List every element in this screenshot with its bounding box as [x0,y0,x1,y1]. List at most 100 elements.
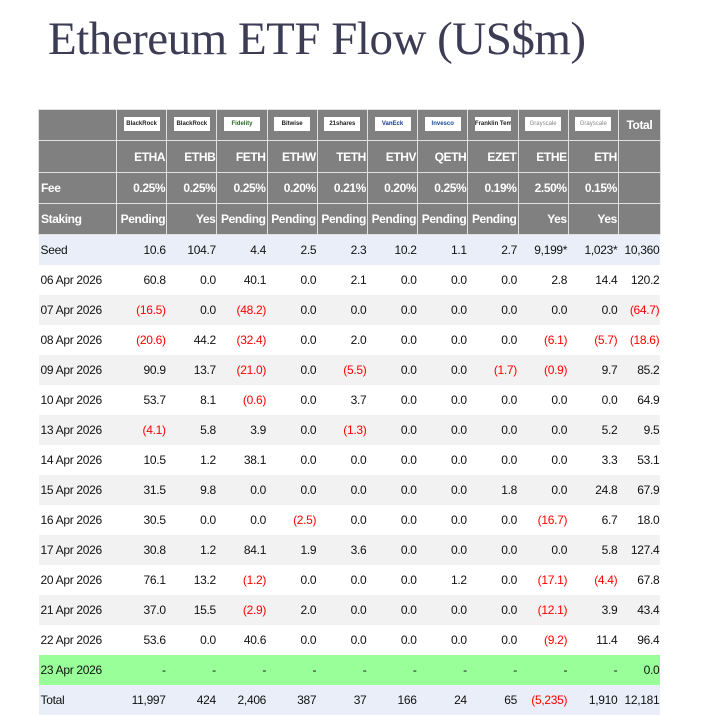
ticker-row: ETHA ETHB FETH ETHW TETH ETHV QETH EZET ETHE ETH [38,140,661,173]
flow-value: (1.3) [317,415,368,445]
flow-value: (48.2) [216,295,268,325]
staking-value: Pending [115,203,168,235]
flow-value: 60.8 [143,273,166,287]
flow-value: 76.1 [143,573,166,587]
flow-value: - [568,655,619,685]
flow-value: 0.0 [317,475,368,505]
ticker-header: ETHW [266,140,318,173]
flow-value: 0.0 [350,573,367,587]
flow-value: 2.3 [317,234,368,265]
flow-value: 2.7 [467,234,518,265]
row-label: 16 Apr 2026 [40,513,103,527]
row-total-value: (18.6) [629,333,660,347]
flow-value: 0.0 [551,453,568,467]
empty-header-cell [617,172,661,204]
table-row: 16 Apr 2026 30.5 0.0 0.0 (2.5) 0.0 0.0 0.0 0.0 (1… [39,505,661,535]
fee-value: 0.25% [417,172,469,204]
flow-value: 0.0 [317,295,368,325]
flow-value: 0.0 [501,333,517,347]
row-total-value: 9.5 [618,415,661,445]
seed-row: Seed 10.6 104.7 4.4 2.5 2.3 10.2 1.1 2.7 9,199* 1,… [38,234,661,265]
flow-value: 0.0 [467,415,518,445]
flow-value: 30.8 [116,535,167,565]
flow-value: 0.0 [451,453,467,467]
row-label: 23 Apr 2026 [38,655,117,685]
ticker-header: EZET [467,140,519,173]
flow-value: 40.1 [243,273,267,287]
staking-value: Pending [316,203,368,235]
flow-value: (0.6) [242,393,267,407]
row-total-value: 0.0 [618,655,661,685]
row-label: 08 Apr 2026 [40,333,103,347]
issuer-logo-cell: Invesco [417,109,469,141]
flow-value: 0.0 [367,475,418,505]
flow-value: (20.6) [136,333,166,347]
flow-value: (6.1) [544,333,568,347]
flow-value: 0.0 [367,535,418,565]
flow-value: 0.0 [300,393,317,407]
row-total-value: 120.2 [630,273,660,287]
issuer-logo: Bitwise [274,116,311,131]
staking-value: Pending [216,203,268,235]
flow-value: 53.6 [143,633,166,647]
flow-value: 2,406 [216,685,268,715]
flow-value: 0.0 [300,633,317,647]
flow-value: 11.4 [596,633,618,647]
flow-value: 0.0 [400,633,417,647]
flow-value: 84.1 [216,535,268,565]
row-total-value: 67.8 [637,573,660,587]
fee-value: 0.25% [166,172,218,204]
flow-value: 0.0 [501,513,517,527]
issuer-logo: Grayscale [525,116,562,131]
row-total-value: 12,181 [618,685,661,715]
flow-value: (17.1) [537,573,568,587]
flow-value: 2.1 [350,273,367,287]
table-row: 14 Apr 2026 10.5 1.2 38.1 0.0 0.0 0.0 0.0 0.0 0.0… [39,445,661,475]
flow-value: 53.7 [143,393,166,407]
flow-value: 0.0 [501,633,517,647]
flow-value: 424 [166,685,217,715]
flow-value: 9.7 [568,355,619,385]
flow-value: 0.0 [501,453,517,467]
issuer-logo: VanEck [374,116,411,131]
table-row: 17 Apr 2026 30.8 1.2 84.1 1.9 3.6 0.0 0.0 0.0 0.0… [38,535,661,565]
flow-value: 31.5 [116,475,167,505]
flow-value: (1.2) [242,573,267,587]
flow-value: 387 [267,685,318,715]
flow-value: 0.0 [300,273,317,287]
flow-value: - [417,655,468,685]
empty-header-cell [617,203,661,235]
flow-value: - [267,655,318,685]
flow-value: (4.1) [116,415,167,445]
table-row: 06 Apr 2026 60.8 0.0 40.1 0.0 2.1 0.0 0.0 0.0 2.8… [39,265,661,295]
table-row: 08 Apr 2026 (20.6) 44.2 (32.4) 0.0 2.0 0.0 0.0 0… [39,325,661,355]
flow-value: 0.0 [350,453,367,467]
row-label: 21 Apr 2026 [38,595,117,625]
issuer-logo: BlackRock [173,116,210,131]
flow-value: 0.0 [216,475,268,505]
flow-value: (5.5) [317,355,368,385]
flow-value: 4.4 [216,234,268,265]
table-row: 10 Apr 2026 53.7 8.1 (0.6) 0.0 3.7 0.0 0.0 0.0 0.… [39,385,661,415]
flow-value: (21.0) [216,355,268,385]
flow-value: 0.0 [417,595,468,625]
row-label: Seed [38,234,117,265]
staking-value: Yes [517,203,569,235]
flow-value: 1.9 [267,535,318,565]
ticker-header: QETH [417,140,469,173]
flow-value: 0.0 [267,295,318,325]
flow-value: (12.1) [518,595,569,625]
etf-flow-table: BlackRock BlackRock Fidelity Bitwise 21share… [38,109,661,715]
flow-value: 0.0 [350,513,367,527]
ticker-header: ETHV [366,140,419,173]
issuer-logo: 21shares [324,116,361,131]
flow-value: 24.8 [568,475,619,505]
row-total-value: 85.2 [618,355,661,385]
table-row: 21 Apr 2026 37.0 15.5 (2.9) 2.0 0.0 0.0 0.0 0.0(… [38,595,661,625]
flow-value: 3.9 [216,415,268,445]
flow-value: 1.2 [200,453,216,467]
fee-value: 0.21% [316,172,368,204]
issuer-logo: Grayscale [575,116,612,131]
fee-value: 2.50% [517,172,569,204]
flow-value: 0.0 [367,295,418,325]
